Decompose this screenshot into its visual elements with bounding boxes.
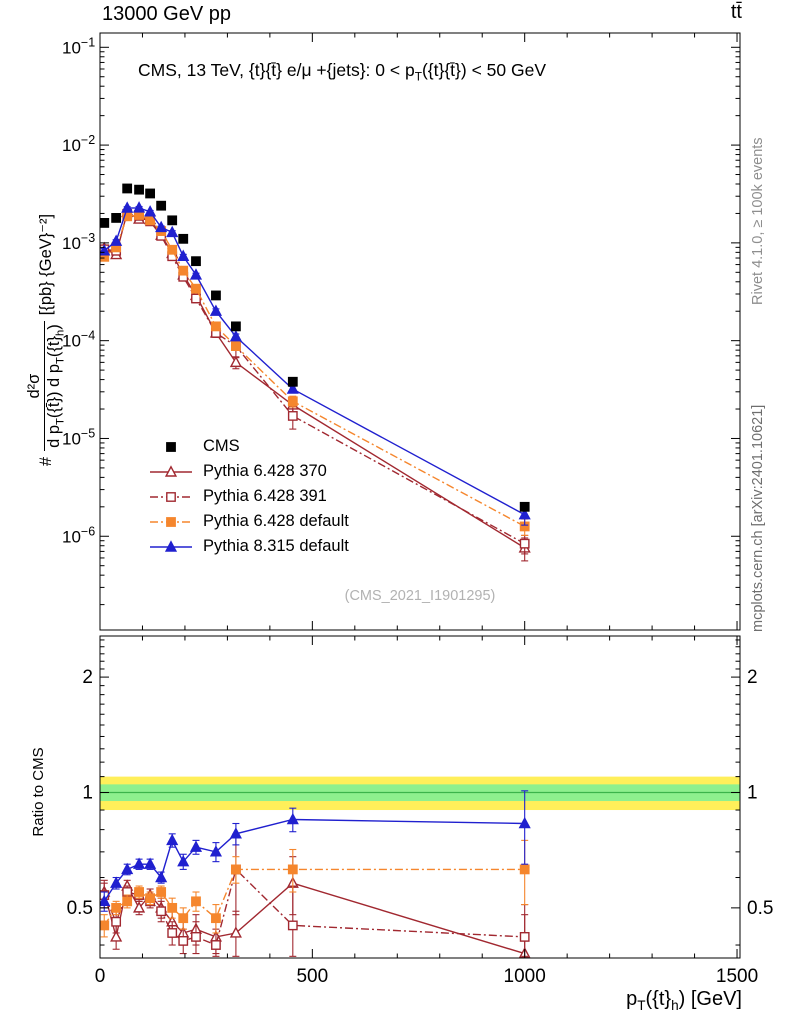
analysis-id-watermark: (CMS_2021_I1901295) (344, 588, 496, 604)
legend-entry-label: Pythia 6.428 391 (203, 487, 327, 505)
legend-entry-label: CMS (203, 437, 240, 455)
legend-entry: Pythia 6.428 370 (148, 459, 349, 484)
legend-entry-label: Pythia 8.315 default (203, 537, 349, 555)
x-label-sub: T (637, 998, 646, 1013)
ratio-axis-label: Ratio to CMS (30, 747, 47, 837)
y-axis-label-prefix: # (36, 456, 55, 467)
square-filled-glyph (150, 516, 192, 527)
beam-energy-label: 13000 GeV pp (102, 3, 231, 25)
den-part: d p (44, 424, 63, 448)
x-label-part: ) [GeV] (678, 988, 742, 1010)
legend-entry-label: Pythia 6.428 370 (203, 462, 327, 480)
svg-text:1000: 1000 (504, 966, 546, 987)
x-label-sub: h (671, 998, 679, 1013)
svg-text:500: 500 (296, 966, 328, 987)
y-axis-label-fraction: d²σ d pT({t̄}) d pT({t}h) (24, 321, 68, 451)
den-part: ) (44, 324, 63, 330)
legend-entry: Pythia 6.428 391 (148, 484, 349, 509)
legend-entry: Pythia 8.315 default (148, 534, 349, 559)
svg-text:0.5: 0.5 (747, 898, 773, 919)
plot-title: CMS, 13 TeV, {t}{t̄} e/μ +{jets}: 0 < pT… (138, 60, 546, 84)
legend-entry: Pythia 6.428 default (148, 509, 349, 534)
plot-title-subscript: T (414, 69, 422, 84)
rivet-version-note: Rivet 4.1.0, ≥ 100k events (750, 137, 766, 305)
plot-title-text-2: ({t}{t̄}) < 50 GeV (421, 60, 546, 80)
y-axis-label-denominator: d pT({t̄}) d pT({t}h) (43, 321, 68, 451)
svg-text:1500: 1500 (716, 966, 758, 987)
x-axis-label: pT({t}h) [GeV] (626, 988, 742, 1013)
den-sub: h (54, 329, 67, 337)
svg-text:2: 2 (82, 667, 93, 688)
den-sub: T (54, 357, 67, 364)
triangle-filled-glyph (150, 539, 192, 552)
svg-text:1: 1 (82, 782, 93, 803)
square-filled-glyph (166, 441, 176, 452)
legend-entry: CMS (148, 434, 349, 459)
x-label-part: ({t} (645, 988, 672, 1010)
y-axis-label-numerator: d²σ (24, 373, 43, 399)
svg-text:0.5: 0.5 (67, 898, 93, 919)
legend: CMS Pythia 6.428 370 Pythia 6.428 391 Pythi… (148, 434, 349, 559)
process-label: tt̄ (730, 1, 742, 23)
triangle-open-glyph (150, 464, 192, 477)
y-axis-label: # d²σ d pT({t̄}) d pT({t}h) [{pb} {GeV}⁻… (14, 40, 78, 640)
plot-title-text: CMS, 13 TeV, {t}{t̄} e/μ +{jets}: 0 < p (138, 60, 415, 80)
square-open-glyph (150, 491, 192, 502)
den-part: ({t} (44, 336, 63, 358)
svg-text:2: 2 (747, 667, 758, 688)
den-sub: T (54, 418, 67, 425)
mcplots-credit-note: mcplots.cern.ch [arXiv:2401.10621] (750, 404, 766, 632)
den-part: ({t̄}) d p (44, 364, 63, 419)
y-axis-label-units: [{pb} {GeV}⁻²] (37, 213, 55, 316)
svg-text:0: 0 (95, 966, 106, 987)
legend-entry-label: Pythia 6.428 default (203, 512, 349, 530)
svg-text:1: 1 (747, 782, 758, 803)
x-label-part: p (626, 988, 638, 1010)
